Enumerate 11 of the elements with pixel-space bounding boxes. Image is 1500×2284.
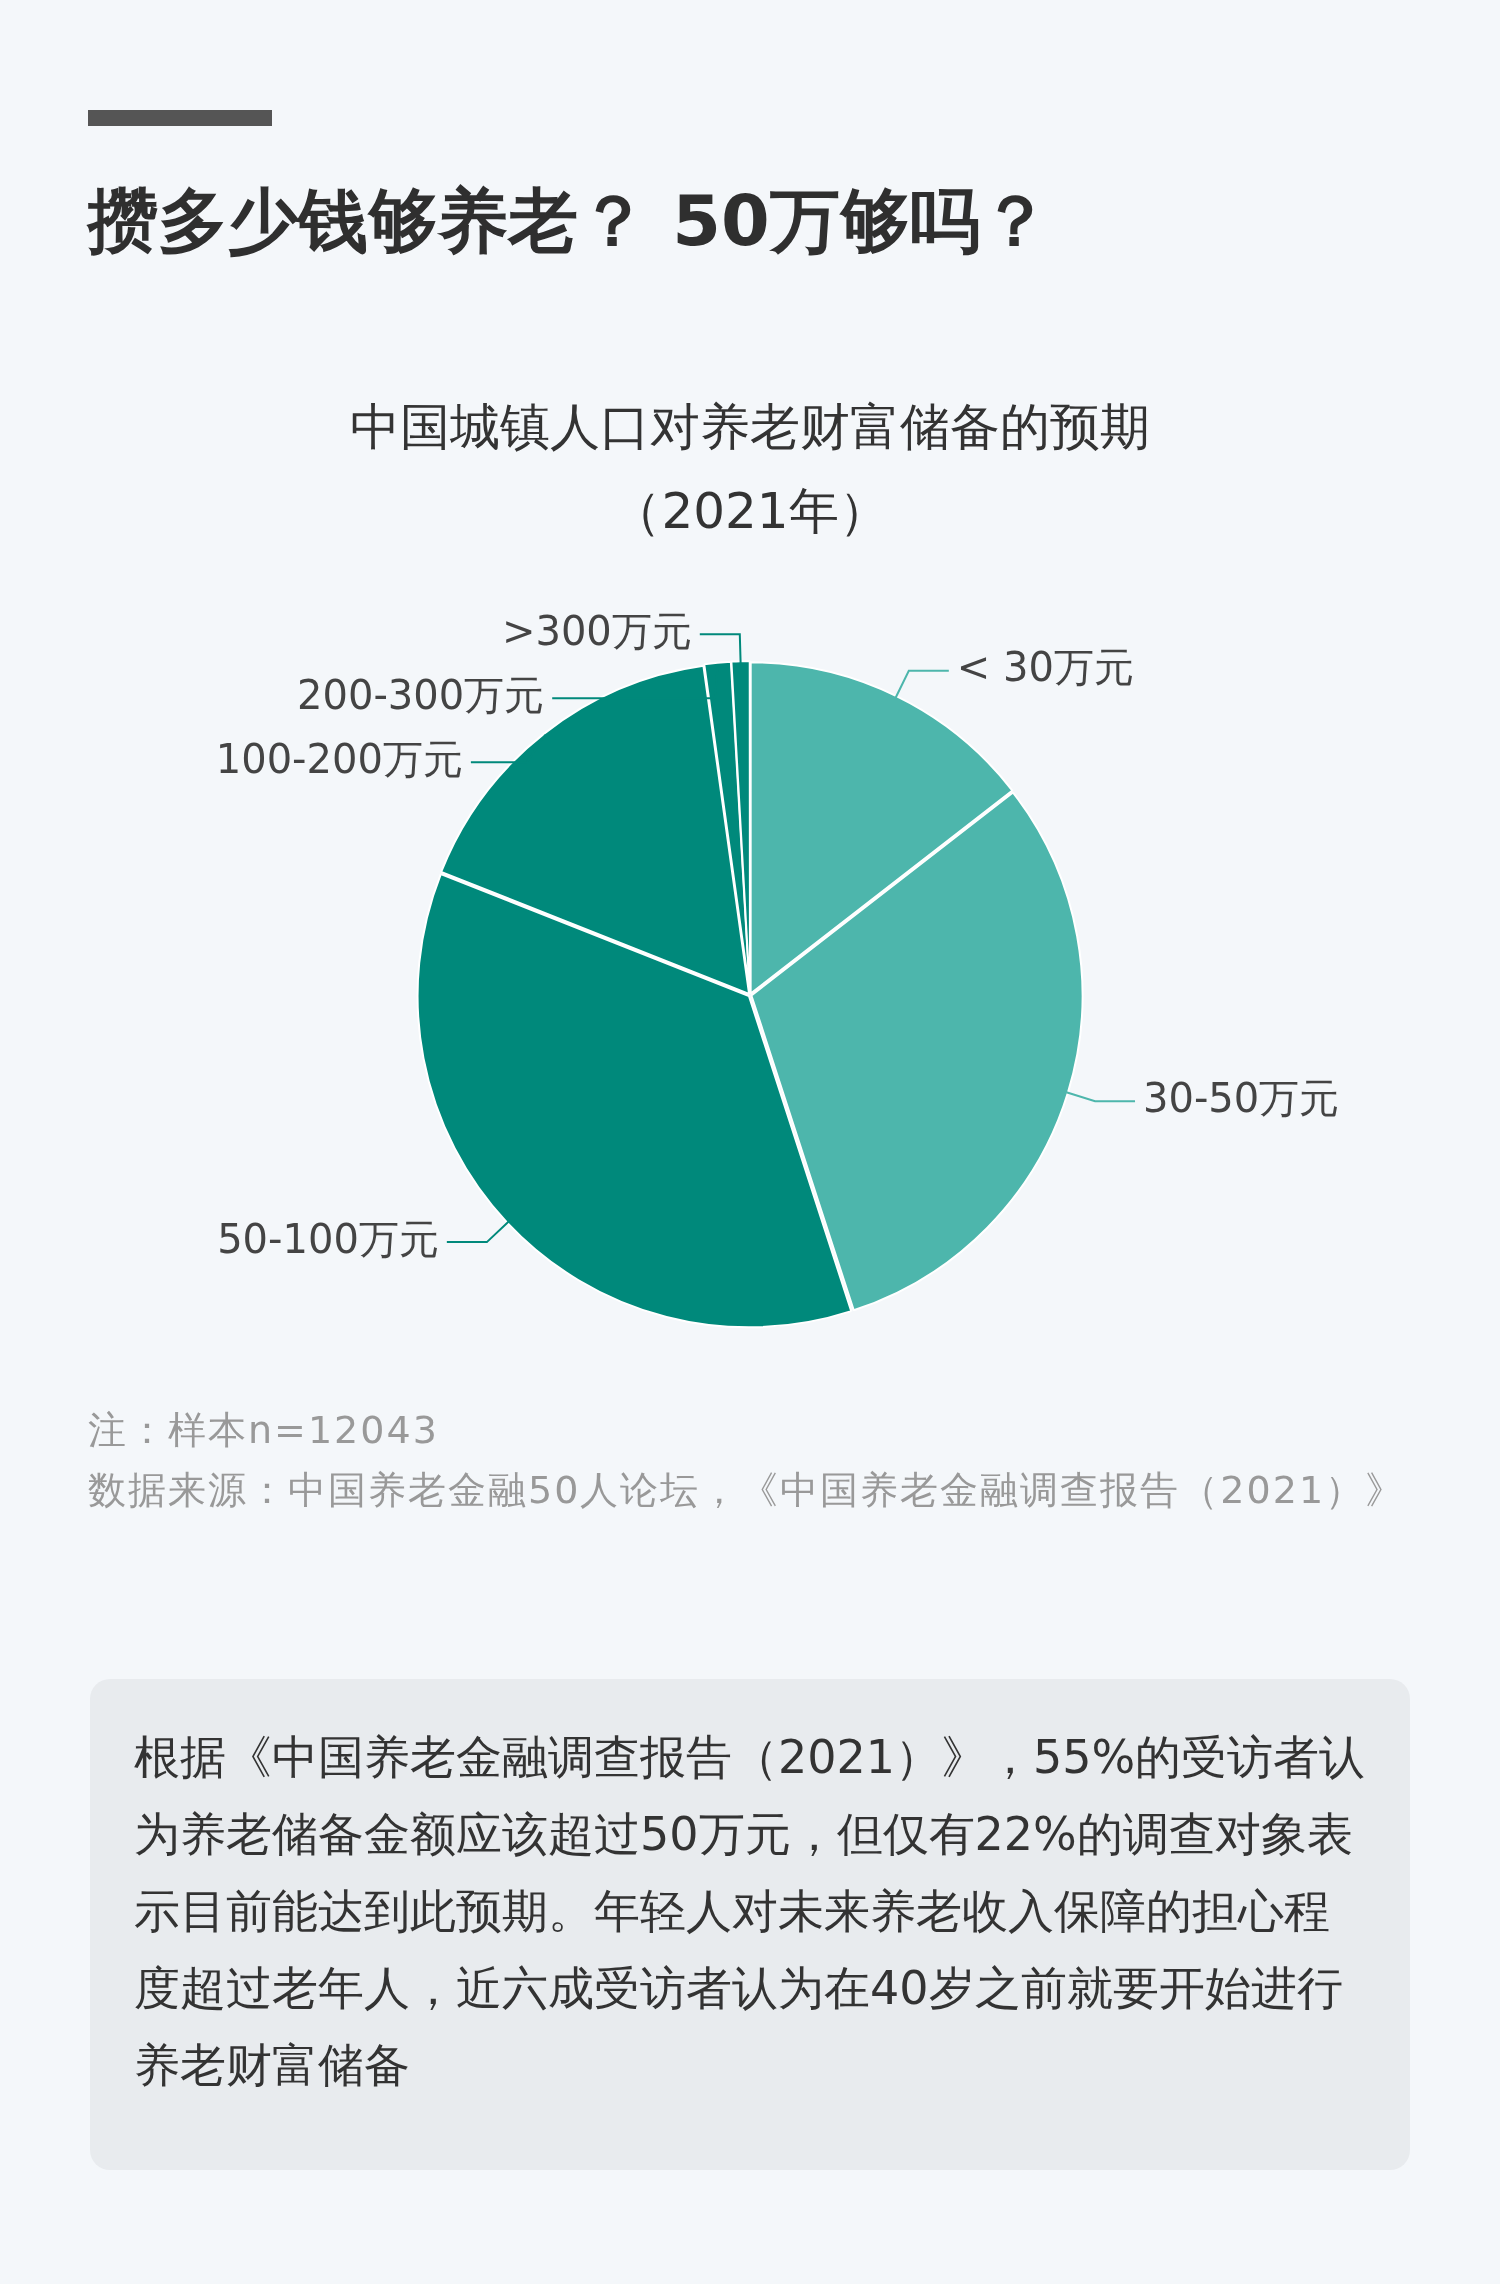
slice-label: 50-100万元 (217, 1215, 439, 1262)
slice-label: 30-50万元 (1143, 1074, 1340, 1121)
slice-label: >300万元 (501, 607, 692, 654)
text: 注：样本n=12043 (88, 1407, 440, 1454)
chart-title: 攒多少钱够养老？ 50万够吗？ (88, 179, 1050, 264)
slice-label: 200-300万元 (297, 671, 545, 718)
text: 根据《中国养老金融调查报告（2021）》，55%的受访者认为养老储备金额应该超过50万元，但仅有22%的调查对象表示目前能达到此预期。年轻人对未来养老收入保障的担心程度超过老年人，近六成受访者认为在40岁之前就要开始进行养老财富储备 (90, 1679, 1410, 2170)
slice-label: 100-200万元 (215, 735, 463, 782)
chart-subtitle: 中国城镇人口对养老财富储备的预期（2021年） (349, 397, 1151, 542)
slice-label: < 30万元 (956, 644, 1134, 691)
source-note: 数据来源：中国养老金融50人论坛，《中国养老金融调查报告（2021）》 (88, 1467, 1407, 1514)
